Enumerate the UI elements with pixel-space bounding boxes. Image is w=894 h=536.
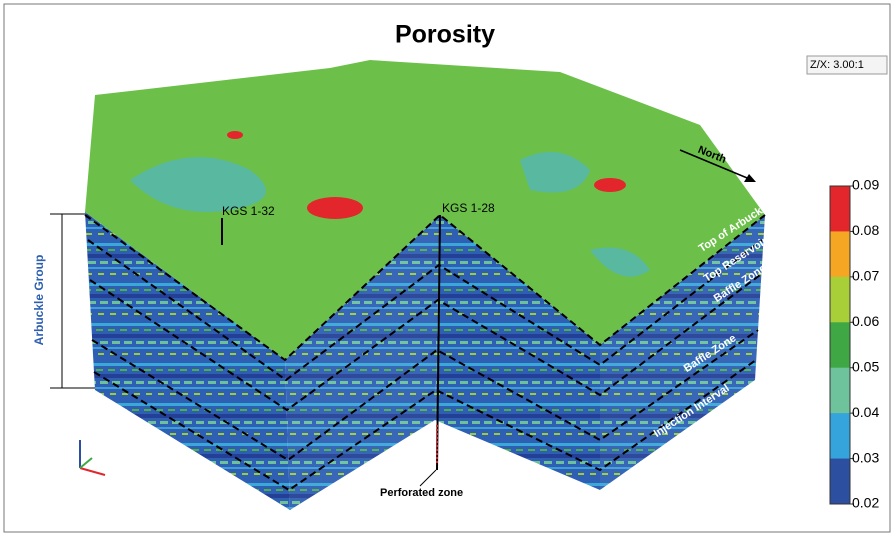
tick-label: 0.05 [852,358,879,374]
arrow-head [744,174,756,182]
north-arrow [679,149,753,181]
color-step [830,276,850,323]
scale: Z/X: 3.00:1 [810,59,864,71]
tick-label: 0.06 [852,313,879,329]
right-face [600,215,765,490]
color-step [830,413,850,460]
tick-label: 0.08 [852,222,879,238]
annotation: Perforated zone [380,487,463,499]
color-step [830,367,850,414]
leader [419,469,437,487]
surface-patch [130,152,650,277]
well-label: KGS 1-28 [442,201,495,215]
left-face [85,212,290,510]
block [84,60,766,510]
colorbar: 0.09 0.08 0.07 0.06 0.05 0.04 0.03 0.02 [829,177,879,511]
tick-label: 0.09 [852,177,879,193]
inner-face [285,215,440,510]
color-step [830,322,850,369]
group-label: Arbuckle Group [32,255,46,346]
well-label: KGS 1-32 [222,204,275,218]
inner-face [435,215,600,490]
title: Porosity [395,21,495,49]
top-surface [85,60,765,360]
tick-label: 0.03 [852,449,879,465]
color-step [830,186,850,232]
colorbar-border [829,185,851,505]
surface-patch [594,178,626,192]
color-step [830,231,850,278]
axis-triad [79,440,106,476]
scale-box [806,55,888,75]
surface-patch [307,197,363,219]
color-step [830,458,850,505]
well [436,214,441,471]
surface-patch [227,131,243,139]
tick-label: 0.04 [852,404,879,420]
tick-label: 0.07 [852,268,879,284]
tick-label: 0.02 [852,495,879,511]
